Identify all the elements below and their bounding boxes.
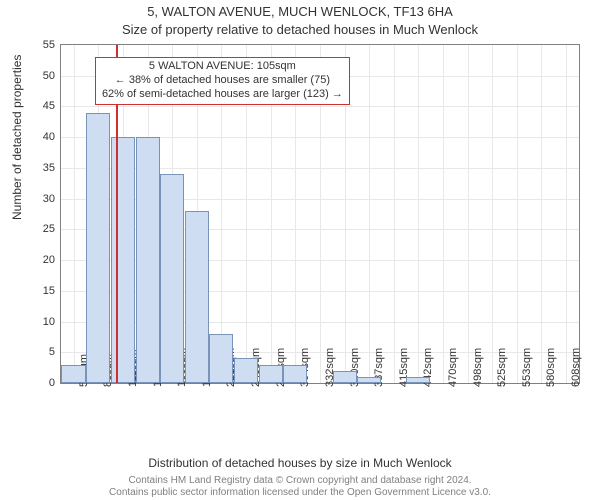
plot-area: 051015202530354045505556sqm83sqm111sqm13… (60, 44, 580, 384)
gridline-v (541, 45, 542, 383)
gridline-v (566, 45, 567, 383)
histogram-bar (160, 174, 184, 383)
property-size-histogram: 5, WALTON AVENUE, MUCH WENLOCK, TF13 6HA… (0, 0, 600, 500)
x-tick-label: 580sqm (545, 348, 557, 387)
x-tick-label: 498sqm (472, 348, 484, 387)
y-tick-label: 5 (49, 346, 55, 358)
gridline-v (517, 45, 518, 383)
y-tick-label: 35 (43, 162, 55, 174)
histogram-bar (209, 334, 233, 383)
y-tick-label: 55 (43, 39, 55, 51)
histogram-bar (185, 211, 209, 383)
gridline-v (492, 45, 493, 383)
histogram-bar (259, 365, 283, 383)
y-tick-label: 20 (43, 254, 55, 266)
histogram-bar (86, 113, 110, 383)
gridline-v (369, 45, 370, 383)
chart-title-main: 5, WALTON AVENUE, MUCH WENLOCK, TF13 6HA (0, 4, 600, 19)
y-tick-label: 15 (43, 285, 55, 297)
footer-licence: Contains public sector information licen… (0, 487, 600, 498)
y-tick-label: 10 (43, 316, 55, 328)
y-tick-label: 30 (43, 193, 55, 205)
gridline-v (468, 45, 469, 383)
x-axis-label: Distribution of detached houses by size … (0, 456, 600, 470)
chart-title-sub: Size of property relative to detached ho… (0, 22, 600, 37)
y-tick-label: 45 (43, 100, 55, 112)
histogram-bar (333, 371, 357, 383)
y-axis-label: Number of detached properties (10, 55, 24, 220)
y-tick-label: 25 (43, 223, 55, 235)
gridline-v (74, 45, 75, 383)
histogram-bar (234, 358, 258, 383)
x-tick-label: 525sqm (496, 348, 508, 387)
annotation-line: 62% of semi-detached houses are larger (… (102, 88, 343, 102)
histogram-bar (111, 137, 135, 383)
gridline-v (394, 45, 395, 383)
histogram-bar (136, 137, 160, 383)
annotation-line: 5 WALTON AVENUE: 105sqm (102, 60, 343, 74)
histogram-bar (406, 377, 430, 383)
histogram-bar (61, 365, 85, 383)
y-tick-label: 40 (43, 131, 55, 143)
histogram-bar (357, 377, 381, 383)
footer-copyright: Contains HM Land Registry data © Crown c… (0, 475, 600, 486)
annotation-line: ← 38% of detached houses are smaller (75… (102, 74, 343, 88)
x-tick-label: 608sqm (570, 348, 582, 387)
y-tick-label: 0 (49, 377, 55, 389)
y-tick-label: 50 (43, 70, 55, 82)
x-tick-label: 553sqm (521, 348, 533, 387)
x-tick-label: 470sqm (447, 348, 459, 387)
histogram-bar (283, 365, 307, 383)
property-annotation-box: 5 WALTON AVENUE: 105sqm← 38% of detached… (95, 57, 350, 104)
gridline-v (418, 45, 419, 383)
gridline-v (443, 45, 444, 383)
